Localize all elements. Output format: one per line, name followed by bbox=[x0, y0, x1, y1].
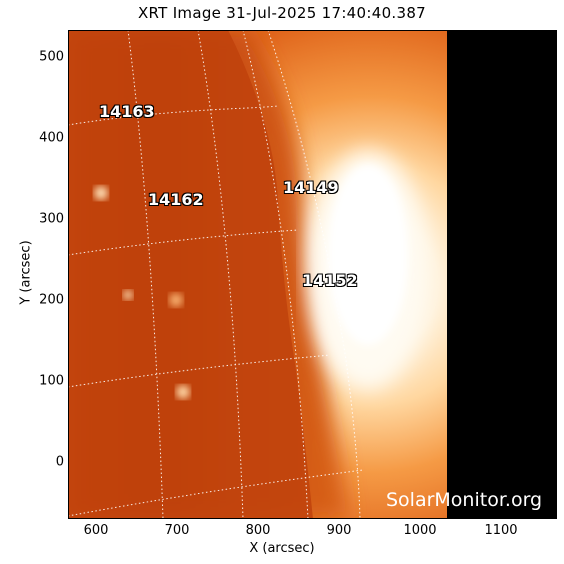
ar-label-14149: 14149 bbox=[283, 178, 339, 197]
image-title: XRT Image 31-Jul-2025 17:40:40.387 bbox=[137, 4, 427, 22]
x-tick: 700 bbox=[164, 523, 190, 538]
ar-label-14162: 14162 bbox=[148, 190, 204, 209]
ar-label-14163: 14163 bbox=[99, 102, 155, 121]
x-axis-label: X (arcsec) bbox=[249, 541, 315, 556]
y-tick: 500 bbox=[39, 49, 64, 65]
y-tick: 100 bbox=[39, 373, 64, 389]
x-tick: 900 bbox=[326, 523, 352, 538]
solar-xrt-image bbox=[68, 30, 557, 519]
x-tick: 1000 bbox=[403, 523, 437, 538]
y-tick: 0 bbox=[55, 454, 64, 470]
ar-label-14152: 14152 bbox=[302, 271, 358, 290]
y-axis-label: Y (arcsec) bbox=[18, 240, 34, 305]
y-tick: 200 bbox=[39, 292, 64, 308]
y-tick: 400 bbox=[39, 130, 64, 146]
y-tick: 300 bbox=[39, 211, 64, 227]
watermark-text: SolarMonitor.org bbox=[386, 489, 543, 511]
x-tick: 800 bbox=[245, 523, 271, 538]
x-tick: 600 bbox=[83, 523, 109, 538]
x-tick: 1100 bbox=[484, 523, 518, 538]
